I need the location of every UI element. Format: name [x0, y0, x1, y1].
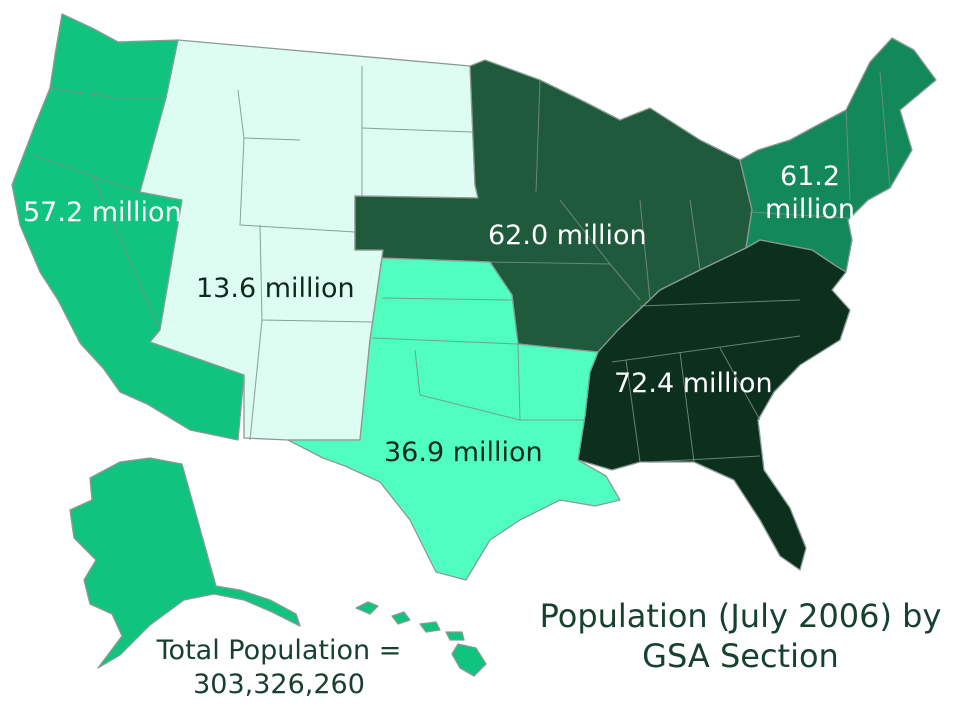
mountain-population-label: 13.6 million [196, 273, 355, 304]
total-population: Total Population = 303,326,260 [148, 634, 410, 702]
northeast-population-label: 61.2 million [765, 161, 855, 225]
southeast-population-label: 72.4 million [614, 368, 773, 399]
state-boundaries [31, 66, 891, 463]
west-population-label: 57.2 million [23, 197, 182, 228]
hawaii-islands [355, 601, 487, 677]
midwest-population-label: 62.0 million [488, 220, 647, 251]
alaska-shape [69, 457, 301, 669]
southwest-population-label: 36.9 million [384, 437, 543, 468]
region-southwest [287, 257, 621, 581]
total-population-value: 303,326,260 [193, 669, 365, 700]
total-population-label: Total Population = [156, 635, 402, 666]
region-northeast [739, 37, 937, 273]
map-title: Population (July 2006) by GSA Section [539, 597, 942, 675]
